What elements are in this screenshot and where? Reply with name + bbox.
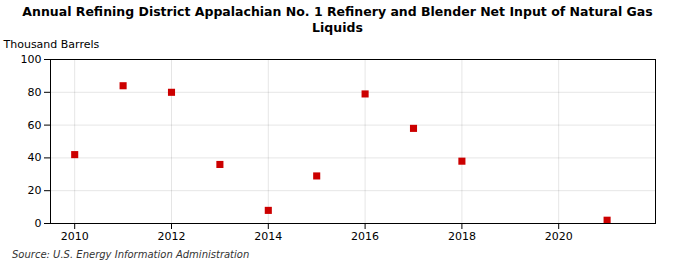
svg-text:80: 80 <box>28 85 42 98</box>
svg-text:100: 100 <box>21 53 42 66</box>
svg-text:20: 20 <box>28 184 42 197</box>
svg-text:40: 40 <box>28 151 42 164</box>
svg-text:2012: 2012 <box>158 230 186 243</box>
svg-text:60: 60 <box>28 118 42 131</box>
svg-text:2010: 2010 <box>61 230 89 243</box>
html-text:Annual Refining District Appal: Annual Refining District Appalachian No.… <box>22 4 653 36</box>
svg-text:0: 0 <box>35 217 42 230</box>
svg-text:Thousand Barrels: Thousand Barrels <box>3 38 100 51</box>
svg-text:2014: 2014 <box>254 230 282 243</box>
svg-text:2020: 2020 <box>545 230 573 243</box>
html-text:Source: U.S. Energy Informatio: Source: U.S. Energy Information Administ… <box>12 248 250 260</box>
svg-text:2016: 2016 <box>351 230 379 243</box>
svg-text:2018: 2018 <box>448 230 476 243</box>
